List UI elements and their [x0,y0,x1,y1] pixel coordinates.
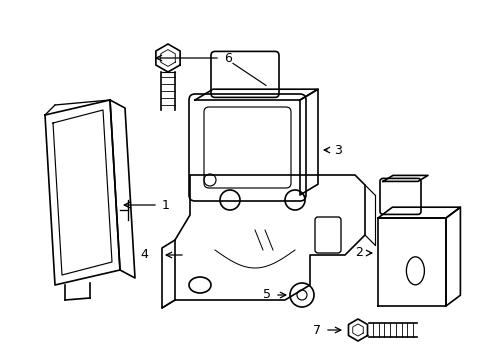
Text: 1: 1 [162,198,169,212]
Text: 4: 4 [140,248,148,261]
Text: 2: 2 [354,247,362,260]
Text: 7: 7 [312,324,320,337]
Text: 3: 3 [333,144,341,157]
Polygon shape [348,319,367,341]
Text: 6: 6 [224,51,231,64]
Text: 5: 5 [263,288,270,302]
